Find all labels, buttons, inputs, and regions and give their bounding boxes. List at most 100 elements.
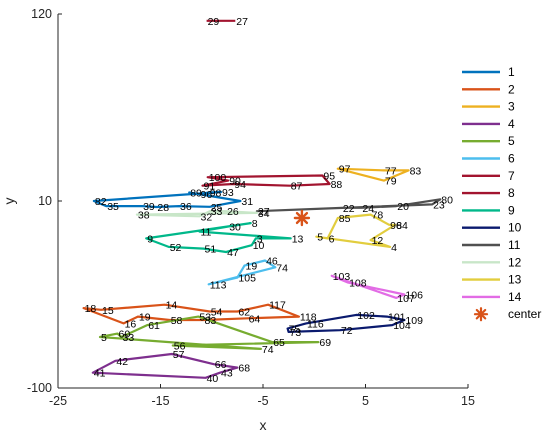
legend-label: 1 [508,65,515,79]
point-label: 96 [390,220,402,232]
point-label: 101 [388,312,406,324]
series-12-line [135,210,258,218]
x-tick-label: -25 [49,394,67,408]
series-1-line [92,190,242,209]
point-label: 6 [329,233,335,245]
point-label: 113 [210,279,227,291]
point-label: 64 [249,313,261,325]
point-label: 54 [211,307,223,319]
point-label: 30 [229,222,241,234]
point-label: 106 [405,290,423,302]
point-label: 15 [102,305,114,317]
point-label: 74 [262,344,274,356]
series-5-line [98,315,320,350]
point-label: 38 [138,210,150,222]
series-10-line [286,313,406,333]
point-label: 74 [276,262,288,274]
point-label: 116 [307,318,324,330]
legend-swatch [473,307,489,322]
point-label: 5 [317,232,323,244]
series-6-line [207,259,277,286]
legend-item-7: 7 [462,169,515,183]
plot-background [58,14,468,388]
point-label: 41 [94,368,106,380]
series-2-line [82,303,300,325]
legend-label: 9 [508,203,515,217]
point-label: 9 [147,233,153,245]
series-14-line [330,274,406,299]
point-label: 43 [221,368,233,380]
point-label: 56 [174,341,186,353]
point-label: 91 [204,181,216,193]
legend-label: 13 [508,273,522,287]
legend-item-12: 12 [462,255,522,269]
legend-label: 5 [508,134,515,148]
point-label: 24 [362,203,374,215]
legend-label: 14 [508,290,522,304]
legend-item-1: 1 [462,65,515,79]
legend-item-center: center [473,307,541,322]
x-axis-title: x [260,417,267,433]
point-label: 28 [157,202,169,214]
legend-item-5: 5 [462,134,515,148]
point-label: 83 [205,315,217,327]
point-label: 5 [101,332,107,344]
legend-label: 8 [508,186,515,200]
legend-item-8: 8 [462,186,515,200]
legend-label: 3 [508,100,515,114]
point-label: 80 [441,194,453,206]
legend-item-9: 9 [462,203,515,217]
legend-label: 2 [508,82,515,96]
point-label: 14 [166,300,178,312]
point-label: 36 [180,201,192,213]
point-label: 100 [209,172,227,184]
legend-label: 12 [508,255,522,269]
point-label: 3 [257,233,263,245]
point-label: 108 [349,278,367,290]
point-label: 83 [410,165,422,177]
x-tick-label: 5 [362,394,369,408]
point-label: 79 [385,176,397,188]
point-label: 107 [397,293,415,305]
point-label: 22 [343,203,355,215]
point-label: 62 [238,307,250,319]
point-label: 47 [227,247,239,259]
point-label: 26 [227,206,239,218]
point-label: 109 [405,315,423,327]
point-label: 78 [372,210,384,222]
legend-item-13: 13 [462,273,522,287]
point-label: 8 [252,218,258,230]
series-layer [82,19,442,379]
point-label: 31 [241,196,253,208]
point-label: 51 [205,244,217,256]
point-label: 117 [269,300,286,312]
point-label: 88 [331,179,343,191]
legend-item-2: 2 [462,82,515,96]
point-label: 12 [372,235,384,247]
center-marker [293,209,311,227]
point-label: 16 [125,318,137,330]
point-label: 68 [238,363,250,375]
point-label: 18 [85,303,97,315]
point-label: 66 [215,359,227,371]
point-label: 69 [319,337,331,349]
point-label: 87 [291,181,303,193]
point-label: 46 [266,256,278,268]
y-tick-label: 10 [38,194,52,208]
point-label: 118 [300,312,317,324]
point-label: 34 [258,208,270,220]
point-label: 20 [397,201,409,213]
point-label: 42 [116,356,128,368]
point-label: 104 [393,320,411,332]
point-label: 98 [210,188,222,200]
point-label: 33 [211,206,223,218]
point-label: 35 [107,201,119,213]
legend-label: 6 [508,152,515,166]
series-4-line [91,352,239,379]
point-label: 57 [173,349,185,361]
point-label: 19 [139,312,151,324]
